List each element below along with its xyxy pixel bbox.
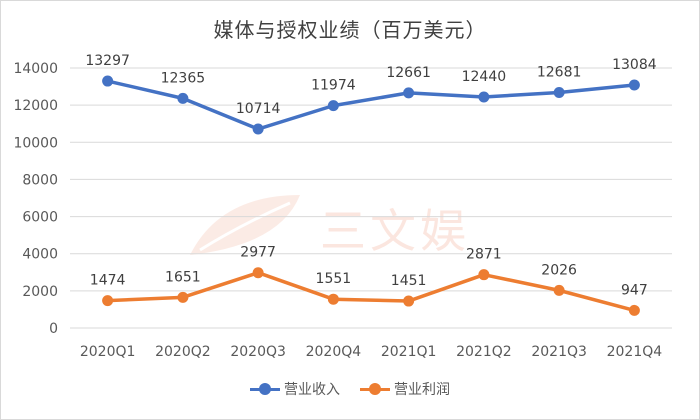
data-point[interactable] <box>628 79 640 91</box>
data-label: 1474 <box>90 273 126 289</box>
data-label: 1551 <box>316 271 352 287</box>
data-label: 12681 <box>537 64 582 80</box>
data-point[interactable] <box>478 269 490 281</box>
data-point[interactable] <box>628 304 640 316</box>
data-point[interactable] <box>403 295 415 307</box>
legend-label-revenue: 营业收入 <box>284 382 340 398</box>
data-label: 12440 <box>462 69 507 85</box>
watermark-leaf-icon <box>190 195 300 255</box>
x-tick-label: 2021Q3 <box>531 344 587 360</box>
x-tick-label: 2021Q1 <box>381 344 437 360</box>
legend-swatch-revenue <box>250 383 280 395</box>
data-label: 12661 <box>386 65 431 81</box>
y-tick-label: 14000 <box>13 61 58 77</box>
data-label: 10714 <box>236 101 281 117</box>
data-point[interactable] <box>177 92 189 104</box>
chart-title: 媒体与授权业绩（百万美元） <box>213 18 487 42</box>
y-tick-label: 10000 <box>13 135 58 151</box>
y-tick-label: 0 <box>49 321 58 337</box>
data-point[interactable] <box>102 75 114 87</box>
data-point[interactable] <box>327 293 339 305</box>
series-line <box>107 79 635 131</box>
data-label: 13084 <box>612 57 657 73</box>
data-label: 947 <box>621 282 648 298</box>
data-label: 11974 <box>311 78 356 94</box>
legend-item-revenue[interactable]: 营业收入 <box>250 379 340 399</box>
data-label: 1651 <box>165 269 201 285</box>
y-tick-label: 12000 <box>13 98 58 114</box>
legend-label-profit: 营业利润 <box>394 382 450 398</box>
data-label: 2977 <box>240 245 276 261</box>
y-tick-label: 4000 <box>22 247 58 263</box>
data-label: 12365 <box>161 70 206 86</box>
data-point[interactable] <box>553 284 565 296</box>
data-label: 13297 <box>85 53 130 69</box>
y-tick-label: 6000 <box>22 210 58 226</box>
data-point[interactable] <box>327 100 339 112</box>
data-label: 2026 <box>541 262 577 278</box>
series-0: 13297 12365 10714 11974 12661 12440 12681 13084 <box>85 53 657 135</box>
y-tick-label: 8000 <box>22 172 58 188</box>
legend-swatch-profit <box>360 383 390 395</box>
data-point[interactable] <box>252 267 264 279</box>
x-tick-label: 2020Q4 <box>306 344 362 360</box>
x-tick-label: 2020Q2 <box>155 344 211 360</box>
x-tick-label: 2021Q4 <box>607 344 663 360</box>
data-point[interactable] <box>553 86 565 98</box>
x-tick-label: 2020Q1 <box>80 344 136 360</box>
series-line <box>107 270 635 313</box>
data-label: 2871 <box>466 247 502 263</box>
data-point[interactable] <box>102 295 114 307</box>
data-point[interactable] <box>478 91 490 103</box>
watermark-text: 三文娱 <box>320 204 470 258</box>
x-tick-label: 2020Q3 <box>230 344 286 360</box>
x-tick-label: 2021Q2 <box>456 344 512 360</box>
data-point[interactable] <box>177 291 189 303</box>
chart-legend: 营业收入 营业利润 <box>0 379 700 399</box>
legend-item-profit[interactable]: 营业利润 <box>360 379 450 399</box>
series-1: 1474 1651 2977 1551 1451 2871 2026 947 <box>90 245 648 316</box>
data-point[interactable] <box>403 87 415 99</box>
data-point[interactable] <box>252 123 264 135</box>
y-tick-label: 2000 <box>22 284 58 300</box>
data-label: 1451 <box>391 273 427 289</box>
watermark-logo: 三文娱 <box>180 185 470 265</box>
